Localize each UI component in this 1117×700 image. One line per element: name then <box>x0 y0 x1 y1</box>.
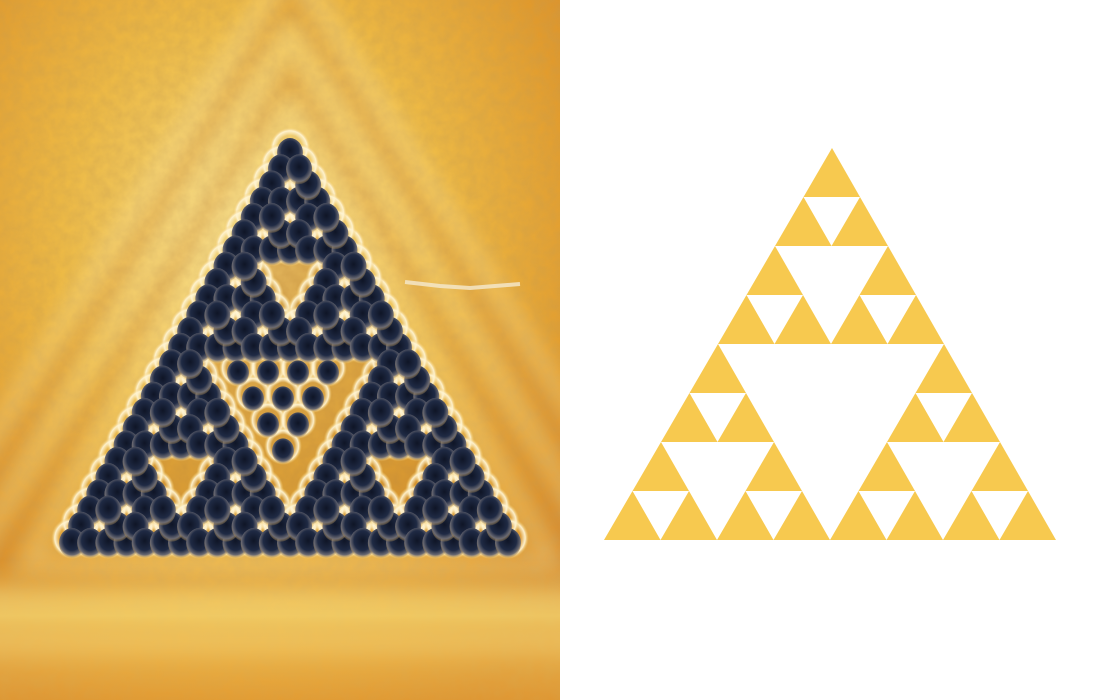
stm-pit <box>258 203 285 233</box>
stm-pit <box>340 446 367 477</box>
stm-pit <box>367 300 394 331</box>
stm-pit <box>272 386 294 412</box>
stm-pit <box>258 300 285 331</box>
stm-pit <box>295 235 322 266</box>
sierpinski-subtriangle <box>859 246 916 295</box>
stm-pit <box>231 251 258 282</box>
stm-pit <box>367 495 394 526</box>
stm-pit <box>204 495 231 526</box>
stm-pit <box>177 349 204 380</box>
stm-pit <box>395 349 422 380</box>
stm-triangle-lattice <box>51 127 529 559</box>
stm-pit <box>149 495 176 526</box>
stm-pit <box>367 398 394 428</box>
stm-pit <box>240 528 267 558</box>
sierpinski-subtriangle <box>632 442 689 491</box>
stm-pit <box>59 528 85 558</box>
stm-pit <box>404 430 431 461</box>
sierpinski-subtriangle <box>943 393 1000 442</box>
sierpinski-subtriangle <box>999 491 1056 540</box>
stm-pit <box>313 495 340 526</box>
stm-pit <box>286 154 313 185</box>
stm-pit <box>458 528 485 558</box>
sierpinski-subtriangle <box>717 393 774 442</box>
stm-adsorbate-streak <box>404 280 521 291</box>
stm-pit <box>242 386 264 412</box>
sierpinski-subtriangle <box>887 295 944 344</box>
stm-pit <box>302 386 324 412</box>
stm-pit <box>77 528 104 558</box>
sierpinski-subtriangle <box>803 148 860 197</box>
stm-pit <box>422 495 449 526</box>
stm-pit <box>313 300 340 331</box>
stm-pit <box>131 528 158 558</box>
stm-pit <box>313 203 340 233</box>
stm-pit <box>186 430 213 461</box>
sierpinski-triangle-diagram <box>604 148 1056 540</box>
stm-pit <box>257 412 279 438</box>
sierpinski-subtriangle <box>746 246 803 295</box>
stm-pit <box>231 446 258 477</box>
stm-pit <box>349 528 376 558</box>
sierpinski-subtriangle <box>858 442 915 491</box>
stm-pit <box>295 528 322 558</box>
stm-pit <box>349 333 376 363</box>
sierpinski-subtriangle <box>887 393 944 442</box>
sierpinski-panel <box>560 0 1117 700</box>
sierpinski-subtriangle <box>773 491 830 540</box>
sierpinski-subtriangle <box>831 295 888 344</box>
sierpinski-subtriangle <box>915 344 972 393</box>
stm-pit <box>257 360 279 386</box>
sierpinski-subtriangle <box>886 491 943 540</box>
stm-surface-image <box>0 0 560 700</box>
sierpinski-subtriangle <box>660 491 717 540</box>
stm-pit <box>95 495 122 526</box>
sierpinski-subtriangle <box>604 491 661 540</box>
stm-pit <box>340 251 367 282</box>
stm-pit <box>186 528 213 558</box>
sierpinski-subtriangle <box>774 295 831 344</box>
stm-pit <box>240 333 267 363</box>
stm-pit <box>287 360 309 386</box>
stm-pit <box>204 398 231 428</box>
stm-pit <box>404 528 431 558</box>
sierpinski-subtriangle <box>775 197 832 246</box>
stm-pit <box>287 412 309 438</box>
sierpinski-subtriangle <box>831 197 888 246</box>
stm-pit <box>295 333 322 363</box>
sierpinski-subtriangle <box>661 393 718 442</box>
sierpinski-triangle <box>604 148 1056 540</box>
stm-pit <box>258 495 285 526</box>
stm-image-panel <box>0 0 560 700</box>
stm-pit <box>449 446 476 477</box>
stm-pit <box>317 360 339 386</box>
sierpinski-subtriangle <box>717 491 774 540</box>
sierpinski-subtriangle <box>971 442 1028 491</box>
sierpinski-subtriangle <box>689 344 746 393</box>
stm-pit <box>122 446 149 477</box>
sierpinski-subtriangle <box>718 295 775 344</box>
stm-bottom-band <box>0 560 560 700</box>
stm-pit <box>272 438 294 464</box>
sierpinski-subtriangle <box>943 491 1000 540</box>
sierpinski-subtriangle <box>745 442 802 491</box>
stm-pit <box>422 398 449 428</box>
stm-pit <box>204 300 231 331</box>
sierpinski-subtriangle <box>830 491 887 540</box>
stm-pit <box>227 360 249 386</box>
stm-pit <box>149 398 176 428</box>
stm-pit <box>476 495 503 526</box>
